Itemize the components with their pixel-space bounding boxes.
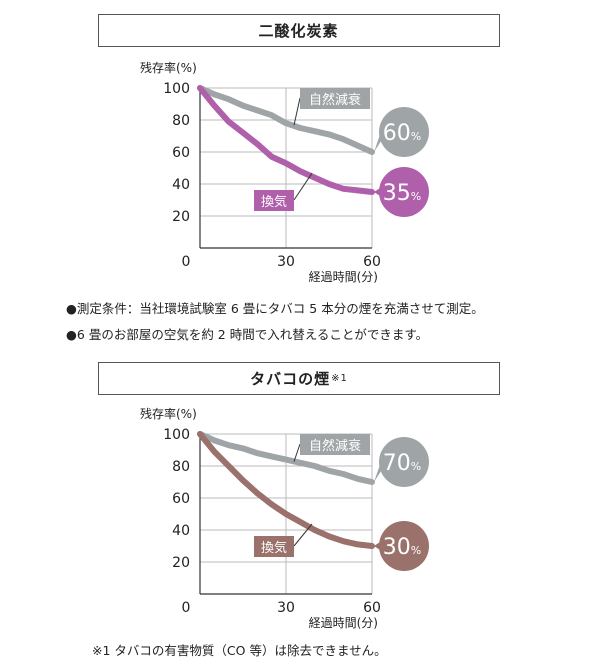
y-tick-label: 60	[172, 145, 190, 161]
series-name-box	[254, 536, 294, 557]
series-name-label: 換気	[261, 194, 287, 210]
measurement-condition-note: ●測定条件：当社環境試験室 6 畳にタバコ 5 本分の煙を充満させて測定。	[66, 301, 484, 316]
label-leader	[293, 97, 301, 126]
x-tick-label: 30	[277, 254, 295, 270]
series-line-ventilation	[197, 85, 375, 195]
co2-section-title: 二酸化炭素	[98, 14, 500, 47]
end-bubble	[379, 107, 429, 157]
y-tick-label: 40	[172, 177, 190, 193]
series-name-label: 自然減衰	[309, 438, 361, 454]
co2-title-text: 二酸化炭素	[258, 22, 339, 40]
x-axis-label: 経過時間(分)	[309, 270, 378, 284]
x-tick-label: 60	[363, 600, 381, 616]
end-bubble	[379, 167, 429, 217]
label-leader	[293, 443, 301, 462]
y-tick-label: 20	[172, 555, 190, 571]
y-tick-label: 100	[163, 427, 190, 443]
x-tick-label: 0	[182, 600, 191, 616]
series-name-label: 換気	[261, 540, 287, 556]
series-name-box	[300, 88, 370, 109]
series-line-natural	[197, 431, 375, 485]
end-value-label: 60%	[383, 121, 421, 146]
end-bubble	[379, 521, 429, 571]
y-tick-label: 100	[163, 81, 190, 97]
y-axis-label: 残存率(%)	[140, 60, 197, 75]
end-value-label: 30%	[383, 535, 421, 560]
smoke-title-note: ※1	[331, 373, 348, 384]
label-leader	[293, 523, 313, 547]
end-value-label: 35%	[383, 181, 421, 206]
series-name-box	[254, 190, 294, 211]
y-tick-label: 80	[172, 459, 190, 475]
end-value-label: 70%	[383, 451, 421, 476]
x-tick-label: 0	[182, 254, 191, 270]
smoke-section-title: タバコの煙 ※1	[98, 362, 500, 395]
y-axis-label: 残存率(%)	[140, 406, 197, 421]
end-bubble	[379, 437, 429, 487]
series-name-label: 自然減衰	[309, 92, 361, 108]
y-tick-label: 40	[172, 523, 190, 539]
series-name-box	[300, 434, 370, 455]
y-tick-label: 60	[172, 491, 190, 507]
series-line-ventilation	[197, 431, 375, 549]
y-tick-label: 20	[172, 209, 190, 225]
y-tick-label: 80	[172, 113, 190, 129]
series-line-natural	[197, 85, 375, 155]
x-tick-label: 30	[277, 600, 295, 616]
air-exchange-note: ●6 畳のお部屋の空気を約 2 時間で入れ替えることができます。	[66, 327, 429, 342]
x-tick-label: 60	[363, 254, 381, 270]
x-axis-label: 経過時間(分)	[309, 616, 378, 630]
smoke-title-text: タバコの煙	[250, 370, 331, 388]
label-leader	[293, 172, 313, 201]
footnote: ※1 タバコの有害物質（CO 等）は除去できません。	[92, 643, 387, 658]
